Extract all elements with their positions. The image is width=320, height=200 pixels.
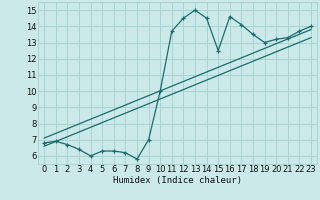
X-axis label: Humidex (Indice chaleur): Humidex (Indice chaleur) <box>113 176 242 185</box>
